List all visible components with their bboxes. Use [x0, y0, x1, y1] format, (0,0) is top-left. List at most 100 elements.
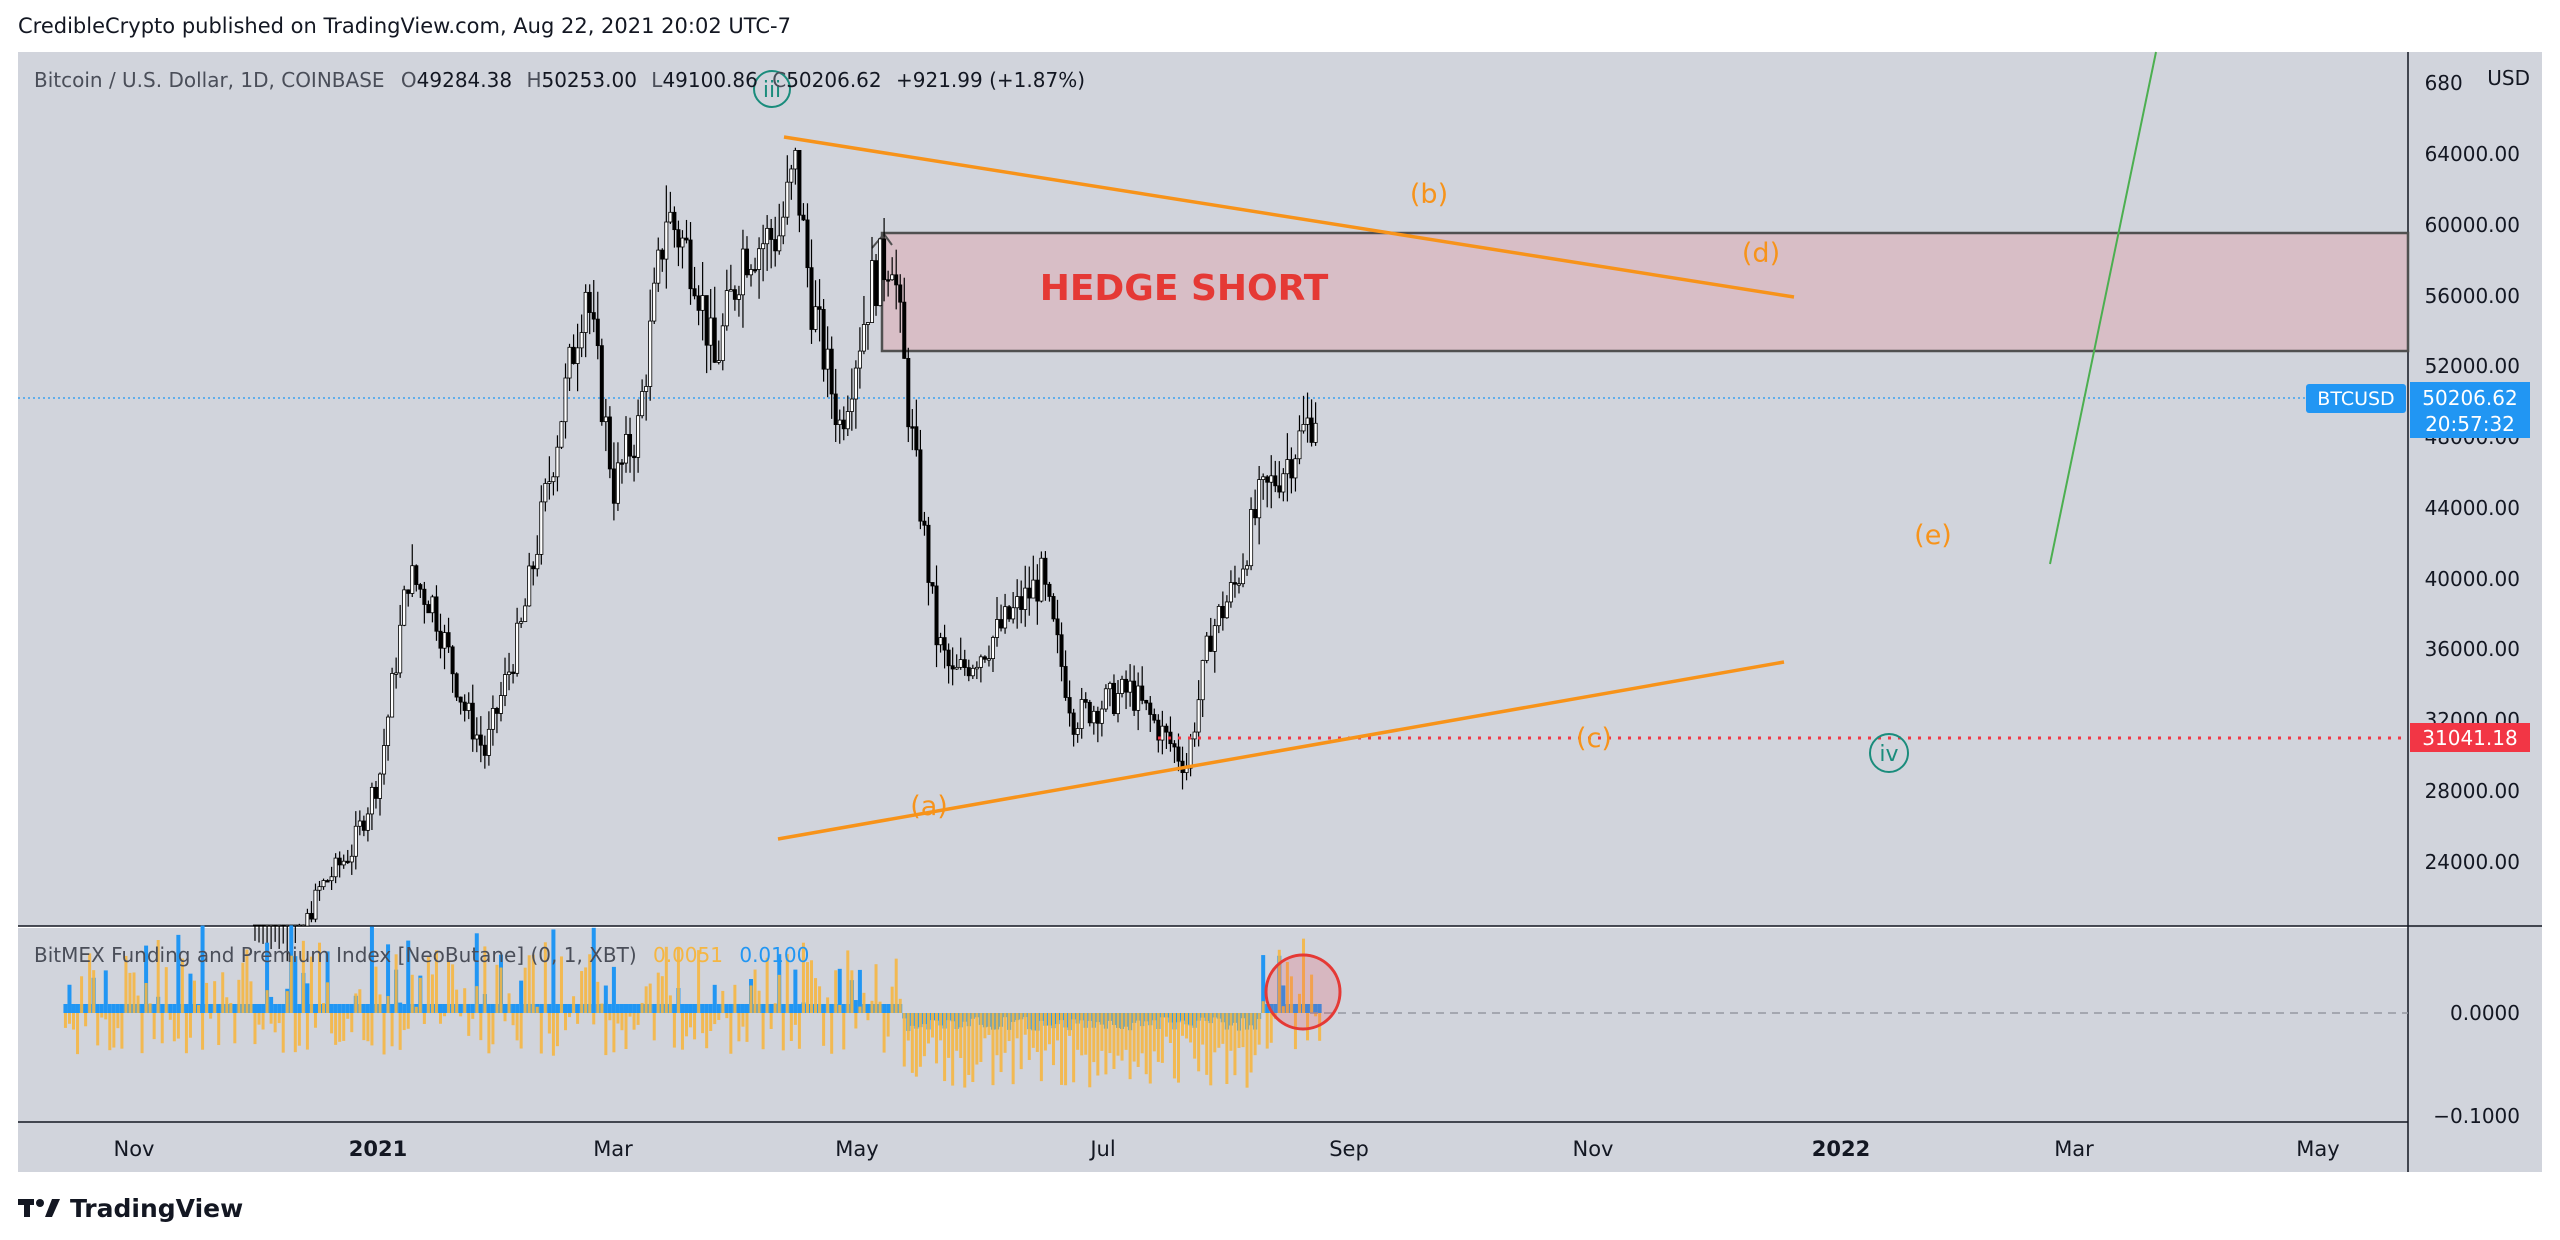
- candle-body: [386, 716, 391, 746]
- premium-bar: [1047, 1013, 1051, 1045]
- premium-bar: [1281, 1006, 1285, 1013]
- candle-body: [882, 238, 887, 281]
- highlight-circle[interactable]: [1264, 953, 1342, 1031]
- premium-bar: [810, 960, 814, 1013]
- funding-bar: [293, 956, 298, 1013]
- premium-bar: [434, 950, 438, 1013]
- candle-body: [494, 708, 499, 714]
- candle-body: [615, 462, 620, 504]
- premium-bar: [1245, 1013, 1249, 1088]
- wave-circle-iv: [1869, 733, 1909, 773]
- premium-bar: [652, 1013, 656, 1041]
- candle-body: [398, 624, 403, 674]
- premium-bar: [604, 1013, 608, 1056]
- premium-bar: [656, 972, 660, 1013]
- premium-bar: [830, 1013, 834, 1054]
- candle-body: [261, 924, 266, 927]
- candle-body: [329, 876, 334, 882]
- candle-body: [349, 855, 354, 863]
- premium-bar: [378, 994, 382, 1013]
- candle-body: [753, 269, 758, 272]
- hedge-short-zone[interactable]: [880, 231, 2410, 353]
- upper-trendline[interactable]: [783, 135, 1795, 299]
- premium-bar: [1043, 1013, 1047, 1051]
- premium-bar: [475, 986, 479, 1013]
- funding-bar: [619, 1004, 624, 1013]
- candle-body: [1148, 702, 1153, 715]
- premium-bar: [1003, 1013, 1007, 1053]
- green-trendline[interactable]: [2049, 51, 2157, 565]
- funding-bar: [857, 969, 862, 1013]
- premium-bar: [96, 1013, 100, 1046]
- candle-body: [470, 702, 475, 740]
- lower-trendline[interactable]: [777, 660, 1785, 841]
- candle-body: [732, 289, 737, 300]
- premium-bar: [1164, 1013, 1168, 1037]
- premium-bar: [422, 1013, 426, 1024]
- countdown-text: 20:57:32: [2425, 412, 2515, 436]
- funding-bar: [325, 951, 330, 1013]
- premium-bar: [1225, 1013, 1229, 1084]
- price-axis-panel[interactable]: [2408, 52, 2542, 1172]
- premium-bar: [797, 1013, 801, 1049]
- candle-body: [1087, 701, 1092, 724]
- candle-body: [1200, 660, 1205, 701]
- funding-bar: [422, 1004, 427, 1013]
- price-badge[interactable]: [2410, 382, 2530, 438]
- funding-bar: [313, 1004, 318, 1013]
- candle-body: [1140, 685, 1145, 701]
- premium-bar: [253, 1013, 257, 1045]
- candle-body: [410, 565, 415, 594]
- premium-bar: [1265, 1013, 1269, 1049]
- funding-bar: [333, 1004, 338, 1013]
- premium-bar: [1221, 1013, 1225, 1044]
- premium-bar: [76, 1013, 80, 1055]
- candle-body: [1208, 635, 1213, 652]
- premium-bar: [576, 1013, 580, 1024]
- funding-bar: [547, 1004, 552, 1013]
- tradingview-footer[interactable]: TradingView: [18, 1192, 243, 1224]
- candle-body: [728, 289, 733, 292]
- candle-body: [365, 813, 370, 831]
- funding-bar: [119, 1004, 124, 1013]
- premium-bar: [971, 1013, 975, 1083]
- symbol-badge[interactable]: [2306, 384, 2406, 413]
- funding-bar: [273, 1004, 278, 1013]
- candle-body: [676, 229, 681, 248]
- candle-body: [1192, 731, 1197, 740]
- funding-bar: [684, 1004, 689, 1013]
- funding-bar: [329, 1004, 334, 1013]
- main-pane[interactable]: [18, 52, 2408, 926]
- candle-body: [749, 269, 754, 276]
- funding-bar: [83, 1004, 88, 1013]
- premium-bar: [1172, 1013, 1176, 1079]
- candle-body: [688, 239, 693, 290]
- premium-bar: [289, 955, 293, 1013]
- time-label: May: [835, 1137, 878, 1161]
- funding-bar: [841, 1004, 846, 1013]
- premium-bar: [983, 1013, 987, 1039]
- premium-bar: [128, 972, 132, 1013]
- premium-bar: [689, 1013, 693, 1028]
- premium-bar: [418, 977, 422, 1013]
- funding-bar: [628, 1004, 633, 1013]
- candle-body: [345, 860, 350, 864]
- premium-bar: [414, 1006, 418, 1013]
- candle-body: [898, 284, 903, 303]
- premium-bar: [1096, 1013, 1100, 1076]
- funding-bar: [680, 1004, 685, 1013]
- time-label: Nov: [1573, 1137, 1614, 1161]
- premium-bar: [1031, 1013, 1035, 1048]
- candle-body: [1245, 565, 1250, 570]
- premium-bar: [205, 982, 209, 1013]
- premium-bar: [628, 1013, 632, 1017]
- level-badge[interactable]: [2410, 723, 2530, 752]
- premium-bar: [499, 967, 503, 1013]
- candle-body: [474, 734, 479, 740]
- candle-body: [821, 308, 826, 370]
- time-axis-panel[interactable]: [18, 1122, 2408, 1172]
- indicator-pane[interactable]: [18, 928, 2408, 1122]
- premium-bar: [668, 995, 672, 1013]
- funding-bar: [603, 985, 608, 1013]
